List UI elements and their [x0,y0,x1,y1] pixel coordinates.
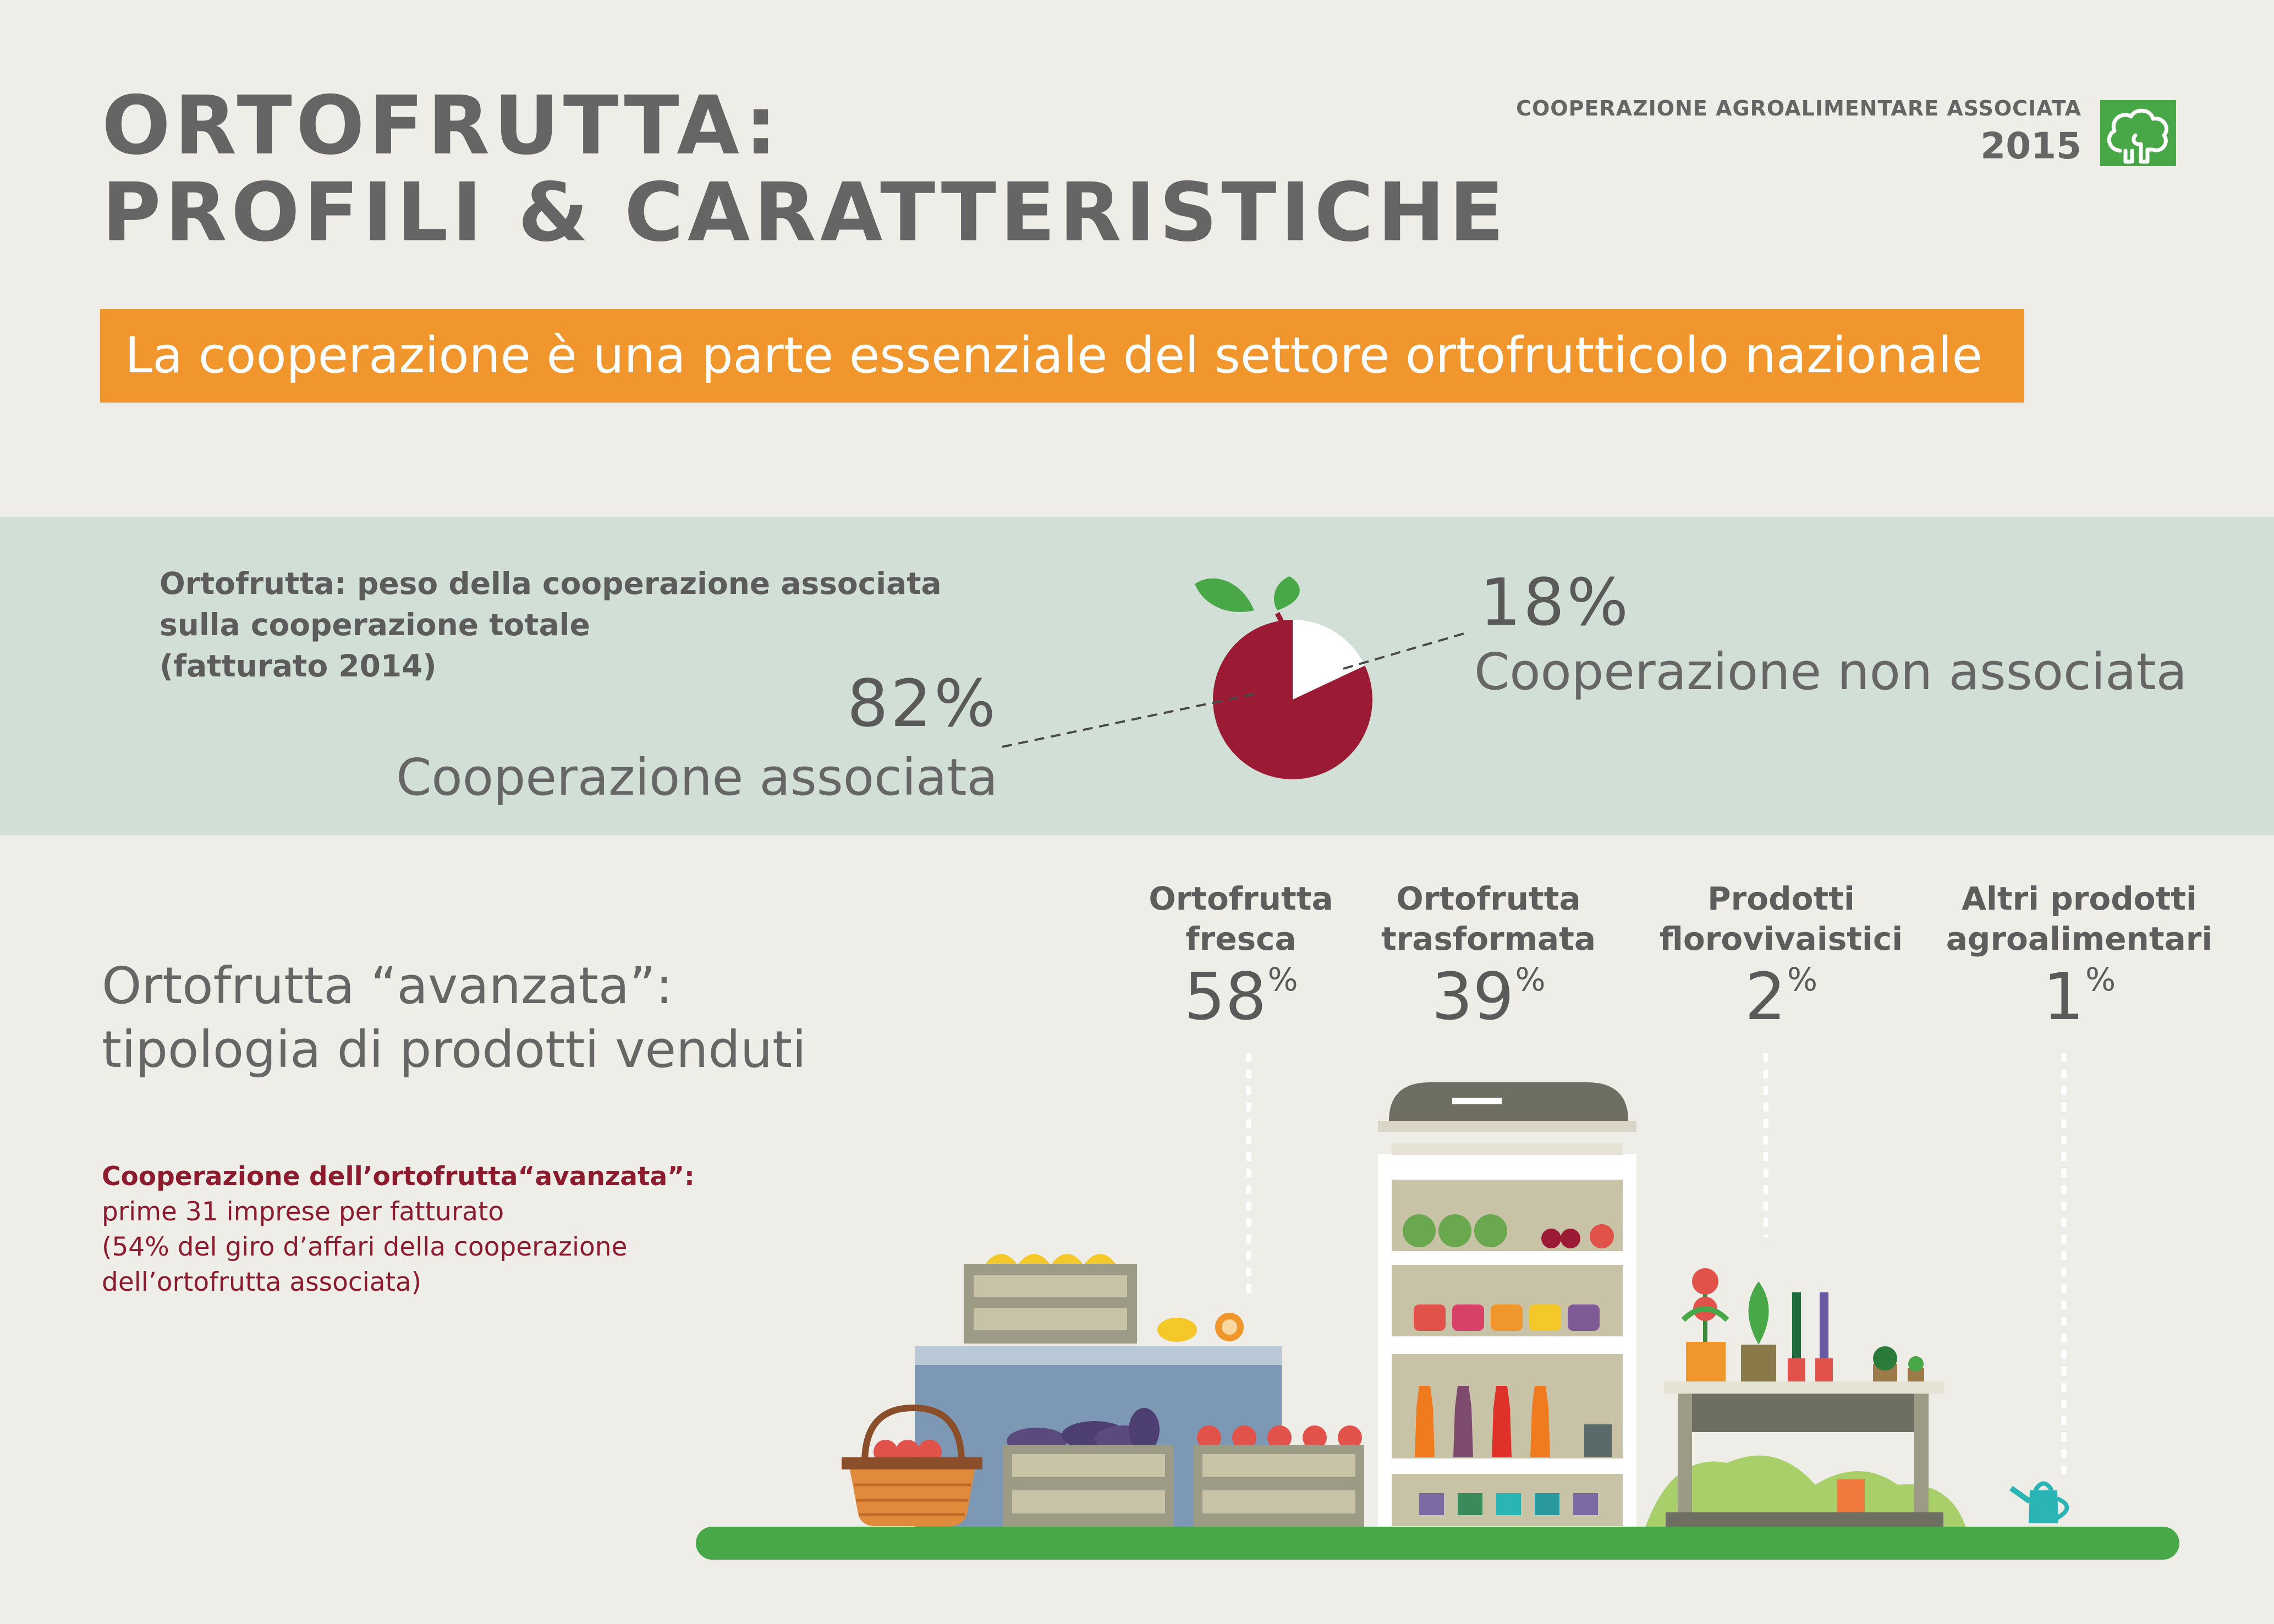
note-line-2: (54% del giro d’affari della cooperazion… [102,1232,628,1262]
category-value: 58% [1098,960,1384,1033]
note-line-3: dell’ortofrutta associata) [102,1267,422,1297]
category-value: 39% [1345,960,1632,1033]
category-nursery: Prodotti florovivaistici 2% [1638,879,1924,1033]
leaf-right-icon [1274,576,1300,610]
category-name-line-2: trasformata [1381,920,1596,957]
watering-can-icon [2009,1481,2069,1523]
category-name-line-1: Ortofrutta [1149,880,1333,917]
leaf-left-icon [1195,578,1254,612]
category-number: 58 [1184,959,1267,1034]
caption-line-3: (fatturato 2014) [160,648,437,684]
leader-line-associated [1002,692,1260,748]
pie-slice-non-associated [1293,619,1365,700]
title-line-1: ORTOFRUTTA: [102,79,781,173]
products-title-line-1: Ortofrutta “avanzata”: [102,956,673,1015]
non-associated-label: Cooperazione non associata [1474,642,2187,701]
category-name-line-2: agroalimentari [1946,920,2213,957]
caption-line-1: Ortofrutta: peso della cooperazione asso… [160,566,942,601]
category-fresh: Ortofrutta fresca 58% [1098,879,1384,1033]
page-title: ORTOFRUTTA: PROFILI & CARATTERISTICHE [102,82,1508,256]
associated-label: Cooperazione associata [396,748,998,807]
pie-chart-band [0,517,2274,835]
category-number: 1 [2042,959,2084,1034]
organization-block: COOPERAZIONE AGROALIMENTARE ASSOCIATA 20… [1516,96,2081,167]
banner-text: La cooperazione è una parte essenziale d… [125,327,1982,384]
associated-percentage: 82% [847,665,998,741]
eggplant-crate [1003,1408,1174,1528]
category-name-line-1: Ortofrutta [1396,880,1581,917]
products-note: Cooperazione dell’ortofrutta“avanzata”: … [102,1159,695,1300]
category-number: 2 [1744,959,1786,1034]
note-heading: Cooperazione dell’ortofrutta“avanzata”: [102,1161,695,1192]
pie-chart-caption: Ortofrutta: peso della cooperazione asso… [160,563,942,687]
category-name-line-1: Prodotti [1707,880,1855,917]
category-unit: % [1267,961,1298,998]
non-associated-percentage: 18% [1480,564,1631,640]
category-name-line-2: florovivaistici [1659,920,1903,957]
report-year: 2015 [1980,125,2081,167]
category-other: Altri prodotti agroalimentari 1% [1936,879,2222,1033]
tree-logo-icon [2100,100,2176,166]
lemon-icon [1157,1318,1197,1342]
category-name-line-1: Altri prodotti [1962,880,2197,917]
products-title-line-2: tipologia di prodotti venduti [102,1020,806,1079]
lemon-crate [964,1254,1137,1344]
basket-icon [842,1404,982,1526]
organization-name: COOPERAZIONE AGROALIMENTARE ASSOCIATA [1516,96,2081,120]
dotted-connectors [1246,1053,2067,1479]
caption-line-2: sulla cooperazione totale [160,607,590,642]
tomato-crate [1194,1425,1364,1528]
category-processed: Ortofrutta trasformata 39% [1345,879,1632,1033]
category-unit: % [2085,961,2116,998]
products-title: Ortofrutta “avanzata”: tipologia di prod… [102,954,806,1082]
category-value: 2% [1638,960,1924,1033]
category-value: 1% [1936,960,2222,1033]
leader-line-non-associated [1343,631,1468,670]
headline-banner: La cooperazione è una parte essenziale d… [100,309,2024,403]
refrigerator [1378,1082,1636,1539]
category-unit: % [1787,961,1818,998]
category-number: 39 [1431,959,1514,1034]
nursery-table [1645,1268,1967,1530]
ground-strip [696,1527,2179,1560]
category-name-line-2: fresca [1185,920,1297,957]
title-line-2: PROFILI & CARATTERISTICHE [102,166,1508,260]
note-line-1: prime 31 imprese per fatturato [102,1197,504,1227]
category-unit: % [1515,961,1546,998]
